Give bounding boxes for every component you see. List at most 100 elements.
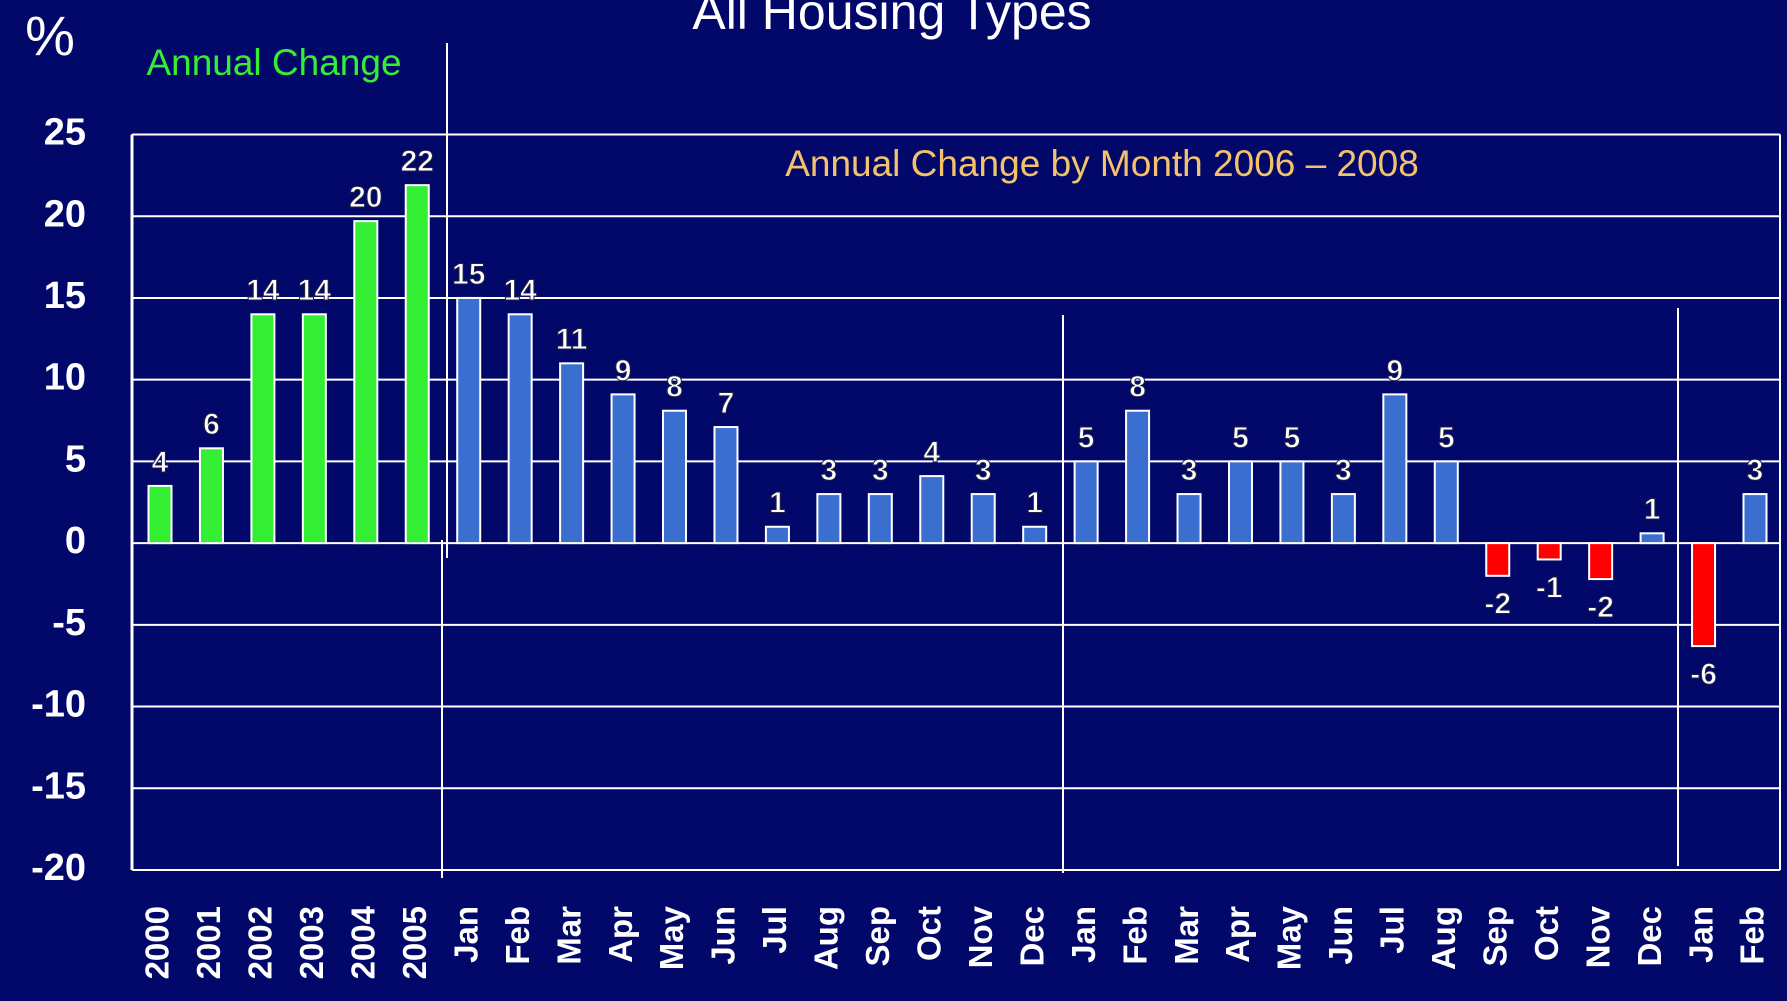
bar xyxy=(353,220,379,545)
bar xyxy=(1022,525,1048,545)
y-tick-label: -20 xyxy=(31,847,86,889)
bar xyxy=(1691,542,1717,648)
bar xyxy=(147,484,173,545)
bar xyxy=(1330,493,1356,545)
x-tick-label: Feb xyxy=(1734,906,1771,965)
x-tick-label: 2005 xyxy=(396,906,433,979)
data-label: 15 xyxy=(452,258,485,291)
bar xyxy=(1639,532,1665,545)
bar xyxy=(970,493,996,545)
x-tick-label: Sep xyxy=(1476,906,1513,967)
bar xyxy=(1073,460,1099,545)
data-label: -2 xyxy=(1587,591,1614,624)
y-tick-label: -15 xyxy=(31,765,86,807)
y-axis-label: % xyxy=(25,4,75,67)
x-tick-label: Apr xyxy=(1219,906,1256,963)
x-tick-label: Oct xyxy=(910,906,947,961)
x-tick-label: May xyxy=(653,905,690,970)
bar xyxy=(1125,409,1151,545)
annotation: Annual Change by Month 2006 – 2008 xyxy=(785,143,1419,184)
data-label: 5 xyxy=(1078,421,1095,454)
bar xyxy=(662,409,688,545)
data-label: 7 xyxy=(718,387,735,420)
bar xyxy=(198,447,224,545)
data-label: 8 xyxy=(666,371,683,404)
bar xyxy=(456,296,482,545)
y-tick-label: 20 xyxy=(44,193,86,235)
data-label: 9 xyxy=(1386,354,1403,387)
x-tick-label: Jan xyxy=(447,906,484,963)
data-label: 14 xyxy=(298,274,332,307)
data-label: 3 xyxy=(1335,454,1352,487)
bar xyxy=(1279,460,1305,545)
bar xyxy=(764,525,790,545)
bar xyxy=(1433,460,1459,545)
data-label: 4 xyxy=(923,436,940,469)
bar xyxy=(250,313,276,545)
x-tick-label: Jun xyxy=(1322,906,1359,965)
data-label: 14 xyxy=(246,274,280,307)
y-tick-label: 25 xyxy=(44,112,86,154)
x-tick-label: Oct xyxy=(1528,906,1565,961)
x-tick-label: Sep xyxy=(859,906,896,967)
y-tick-label: -5 xyxy=(52,602,86,644)
y-tick-label: 5 xyxy=(65,438,86,480)
data-label: 3 xyxy=(1747,454,1764,487)
bar xyxy=(1227,460,1253,545)
x-tick-label: Nov xyxy=(1579,905,1616,968)
data-label: 3 xyxy=(1181,454,1198,487)
x-tick-label: Jan xyxy=(1065,906,1102,963)
data-label: 6 xyxy=(203,408,220,441)
bar xyxy=(1536,542,1562,561)
data-label: 22 xyxy=(401,145,434,178)
data-label: 20 xyxy=(349,181,382,214)
bar xyxy=(1382,393,1408,545)
data-label: -2 xyxy=(1484,588,1511,621)
x-tick-label: Jun xyxy=(705,906,742,965)
data-label: -1 xyxy=(1536,571,1563,604)
x-tick-label: May xyxy=(1271,905,1308,970)
bar xyxy=(1588,542,1614,581)
y-tick-label: -10 xyxy=(31,684,86,726)
x-tick-label: Feb xyxy=(1116,906,1153,965)
data-label: 11 xyxy=(556,323,588,356)
data-label: 14 xyxy=(503,274,537,307)
bar xyxy=(404,184,430,545)
data-label: 4 xyxy=(152,446,169,479)
data-label: 5 xyxy=(1232,421,1249,454)
x-tick-label: Mar xyxy=(550,906,587,965)
annotation: Annual Change xyxy=(146,42,401,83)
bar xyxy=(1485,542,1511,577)
x-tick-label: Feb xyxy=(499,906,536,965)
data-label: 1 xyxy=(769,487,786,520)
y-tick-label: 0 xyxy=(65,520,86,562)
x-tick-label: Aug xyxy=(808,906,845,970)
x-tick-label: Aug xyxy=(1425,906,1462,970)
x-tick-label: Jul xyxy=(1374,906,1411,954)
data-label: 3 xyxy=(872,454,889,487)
x-tick-label: Nov xyxy=(962,905,999,968)
x-tick-label: 2004 xyxy=(345,905,382,979)
y-tick-label: 10 xyxy=(44,357,86,399)
x-tick-label: 2000 xyxy=(139,906,176,979)
y-tick-label: 15 xyxy=(44,275,86,317)
x-tick-label: 2001 xyxy=(190,906,227,979)
bar xyxy=(713,426,739,545)
data-label: -6 xyxy=(1690,658,1717,691)
bar xyxy=(1742,493,1768,545)
bar xyxy=(507,313,533,545)
data-label: 8 xyxy=(1129,371,1146,404)
data-label: 3 xyxy=(821,454,838,487)
data-label: 9 xyxy=(615,354,632,387)
bar xyxy=(1176,493,1202,545)
bar xyxy=(867,493,893,545)
data-label: 5 xyxy=(1284,421,1301,454)
x-tick-label: Dec xyxy=(1631,906,1668,967)
bar xyxy=(559,362,585,545)
bar xyxy=(301,313,327,545)
data-label: 5 xyxy=(1438,421,1455,454)
x-tick-label: Apr xyxy=(602,906,639,963)
chart-title: All Housing Types xyxy=(692,0,1091,40)
